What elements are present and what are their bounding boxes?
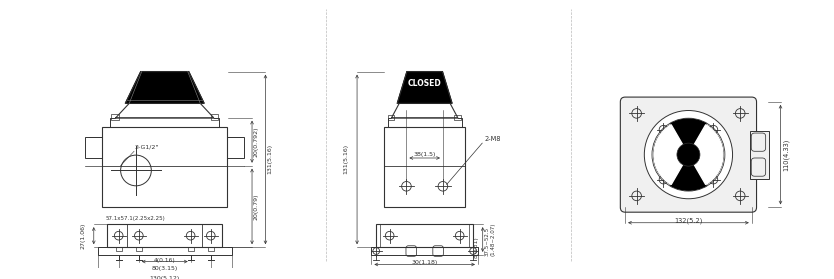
- Wedge shape: [688, 125, 723, 184]
- Wedge shape: [671, 119, 706, 155]
- Polygon shape: [392, 103, 458, 118]
- Bar: [376, 224, 473, 247]
- Bar: [384, 127, 465, 207]
- Polygon shape: [397, 72, 452, 103]
- Bar: [388, 115, 394, 120]
- Bar: [371, 247, 478, 255]
- Text: 2-M8: 2-M8: [485, 136, 500, 142]
- Bar: [111, 114, 118, 120]
- Text: 131(5.16): 131(5.16): [268, 144, 273, 174]
- Bar: [110, 118, 219, 127]
- Text: 110(4.33): 110(4.33): [782, 138, 789, 171]
- Text: 38(1.5): 38(1.5): [414, 152, 436, 157]
- Circle shape: [677, 143, 700, 166]
- Bar: [208, 247, 214, 251]
- Text: 20(0.792): 20(0.792): [254, 126, 259, 157]
- Text: 2-G1/2": 2-G1/2": [134, 144, 158, 149]
- Circle shape: [653, 119, 724, 190]
- Bar: [98, 247, 232, 255]
- Bar: [211, 114, 219, 120]
- Wedge shape: [671, 155, 706, 190]
- Bar: [188, 247, 193, 251]
- FancyBboxPatch shape: [620, 97, 756, 212]
- Bar: [380, 224, 470, 247]
- Bar: [85, 137, 103, 158]
- Circle shape: [645, 110, 732, 199]
- Text: 20(0.79): 20(0.79): [254, 193, 259, 220]
- Bar: [750, 131, 769, 179]
- Polygon shape: [116, 103, 214, 118]
- Bar: [103, 127, 227, 207]
- Bar: [454, 115, 460, 120]
- Bar: [116, 247, 122, 251]
- Text: 80(3.15): 80(3.15): [152, 266, 178, 271]
- Polygon shape: [125, 72, 204, 103]
- Text: 131(5.16): 131(5.16): [344, 144, 349, 174]
- Text: 132(5.2): 132(5.2): [674, 217, 702, 224]
- Wedge shape: [654, 125, 688, 184]
- Circle shape: [652, 118, 725, 191]
- Text: 4(0.16): 4(0.16): [153, 258, 176, 263]
- Bar: [227, 137, 244, 158]
- Text: 37.5~52.5
(1.48~2.07): 37.5~52.5 (1.48~2.07): [485, 223, 495, 256]
- Bar: [108, 224, 223, 247]
- Bar: [128, 224, 202, 247]
- Text: CLOSED: CLOSED: [716, 146, 719, 163]
- Text: 8(0.31): 8(0.31): [474, 236, 479, 258]
- Text: 27(1.06): 27(1.06): [80, 222, 85, 249]
- Text: 130(5.12): 130(5.12): [149, 276, 180, 279]
- Text: CLOSED: CLOSED: [408, 79, 441, 88]
- Bar: [388, 118, 461, 127]
- Text: 57.1x57.1(2.25x2.25): 57.1x57.1(2.25x2.25): [105, 216, 165, 221]
- Text: 30(1.18): 30(1.18): [411, 260, 438, 265]
- Text: OPEN: OPEN: [658, 149, 661, 161]
- Bar: [136, 247, 142, 251]
